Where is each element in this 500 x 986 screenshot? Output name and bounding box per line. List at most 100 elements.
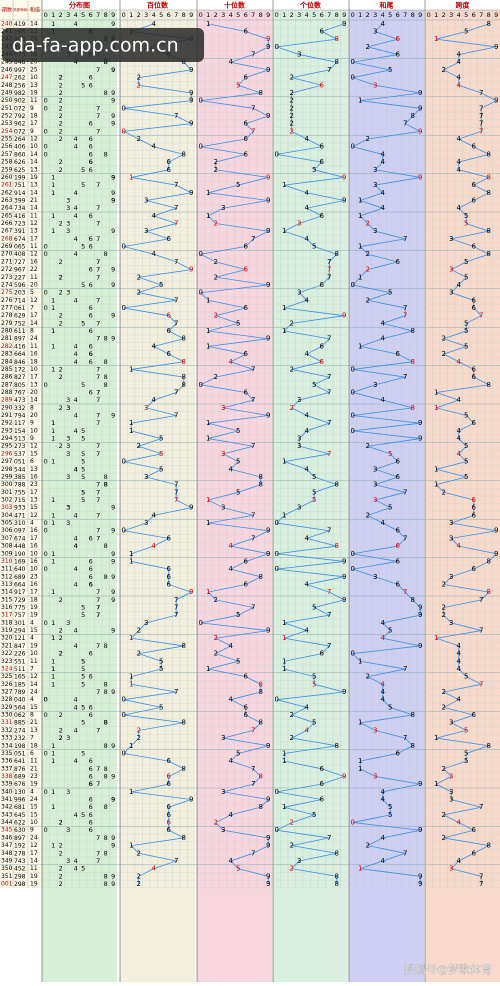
distribution-digit: 4 xyxy=(74,726,78,734)
sum: 7 xyxy=(30,665,34,672)
trend-digit: 6 xyxy=(167,826,172,834)
digit: 6 xyxy=(22,212,26,219)
issue: 279 xyxy=(1,320,13,327)
digit: 4 xyxy=(22,727,26,734)
sum: 19 xyxy=(30,881,38,888)
sum: 13 xyxy=(30,466,38,473)
distribution-digit: 0 xyxy=(44,550,48,558)
digit: 9 xyxy=(18,842,22,849)
trend-digit: 5 xyxy=(236,319,240,327)
trend-digit: 6 xyxy=(396,527,401,535)
distribution-digit: 5 xyxy=(81,319,85,327)
digit: 1 xyxy=(18,297,22,304)
distribution-digit: 1 xyxy=(51,304,55,312)
trend-digit: 3 xyxy=(221,504,225,512)
trend-digit: 4 xyxy=(457,819,462,827)
distribution-digit: 8 xyxy=(104,642,108,650)
trend-digit: 1 xyxy=(434,634,438,642)
trend-digit: 5 xyxy=(236,181,240,189)
digit: 0 xyxy=(22,788,26,795)
trend-digit: 4 xyxy=(381,696,386,704)
trend-digit: 7 xyxy=(251,780,255,788)
draw-number: 537 xyxy=(14,450,26,457)
trend-digit: 6 xyxy=(320,796,325,804)
distribution-digit: 5 xyxy=(81,473,85,481)
digit: 7 xyxy=(18,366,22,373)
trend-digit: 1 xyxy=(129,788,133,796)
digit: 7 xyxy=(18,604,22,611)
trend-digit: 6 xyxy=(396,258,401,266)
column-header: 开奖号码 xyxy=(13,7,27,12)
trend-digit: 4 xyxy=(457,396,462,404)
trend-digit: 6 xyxy=(167,235,172,243)
digit: 7 xyxy=(14,857,18,864)
sum: 6 xyxy=(30,750,34,757)
distribution-digit: 3 xyxy=(66,450,70,458)
trend-digit: 8 xyxy=(259,481,263,489)
trend-digit: 3 xyxy=(221,826,225,834)
trend-digit: 2 xyxy=(366,135,370,143)
trend-digit: 2 xyxy=(137,74,141,82)
trend-digit: 2 xyxy=(442,703,446,711)
distribution-digit: 5 xyxy=(81,611,85,619)
trend-digit: 5 xyxy=(159,435,163,443)
digit: 2 xyxy=(18,159,22,166)
digit: 2 xyxy=(22,366,26,373)
trend-digit: 6 xyxy=(472,143,477,151)
sum: 13 xyxy=(30,381,38,388)
distribution-digit: 0 xyxy=(44,458,48,466)
digit: 7 xyxy=(18,727,22,734)
trend-line xyxy=(351,23,422,884)
digit: 3 xyxy=(18,504,22,511)
trend-digit: 2 xyxy=(290,711,294,719)
sum: 16 xyxy=(30,258,38,265)
zone-title: 跨度 xyxy=(456,1,471,10)
digit: 6 xyxy=(14,351,18,358)
issue: 324 xyxy=(1,665,13,672)
trend-digit: 5 xyxy=(464,220,468,228)
distribution-digit: 6 xyxy=(89,803,93,811)
distribution-digit: 2 xyxy=(59,158,63,166)
distribution-digit: 9 xyxy=(111,173,115,181)
digit-header: 1 xyxy=(434,11,438,19)
trend-digit: 1 xyxy=(358,757,362,765)
digit: 5 xyxy=(14,704,18,711)
trend-digit: 5 xyxy=(464,458,468,466)
sum: 7 xyxy=(30,305,34,312)
trend-digit: 2 xyxy=(137,135,141,143)
draw-number: 262 xyxy=(14,74,26,81)
trend-digit: 9 xyxy=(342,557,346,565)
digit: 8 xyxy=(14,358,18,365)
digit-header: 3 xyxy=(449,11,453,19)
trend-digit: 4 xyxy=(229,358,234,366)
trend-digit: 6 xyxy=(244,580,249,588)
distribution-digit: 1 xyxy=(51,173,55,181)
sum: 9 xyxy=(30,128,34,135)
distribution-digit: 3 xyxy=(66,734,70,742)
digit-header: 9 xyxy=(189,11,193,19)
sum: 20 xyxy=(30,59,38,66)
distribution-digit: 1 xyxy=(51,742,55,750)
issue: 350 xyxy=(1,865,13,872)
trend-digit: 7 xyxy=(327,66,331,74)
trend-digit: 7 xyxy=(174,388,178,396)
digit: 2 xyxy=(14,82,18,89)
digit-header: 9 xyxy=(111,11,115,19)
issue: 309 xyxy=(1,550,13,557)
trend-digit: 8 xyxy=(411,711,415,719)
trend-digit: 3 xyxy=(297,396,301,404)
trend-digit: 4 xyxy=(381,150,386,158)
digit: 2 xyxy=(18,650,22,657)
issue: 272 xyxy=(1,266,13,273)
trend-digit: 3 xyxy=(221,734,225,742)
issue: 303 xyxy=(1,504,13,511)
digit-header: 0 xyxy=(427,11,431,19)
distribution-digit: 8 xyxy=(104,719,108,727)
digit: 9 xyxy=(18,228,22,235)
issue: 261 xyxy=(1,182,13,189)
distribution-digit: 4 xyxy=(74,534,78,542)
draw-number: 997 xyxy=(14,66,26,73)
trend-digit: 5 xyxy=(236,488,240,496)
distribution-digit: 7 xyxy=(96,66,100,74)
trend-digit: 6 xyxy=(320,158,325,166)
